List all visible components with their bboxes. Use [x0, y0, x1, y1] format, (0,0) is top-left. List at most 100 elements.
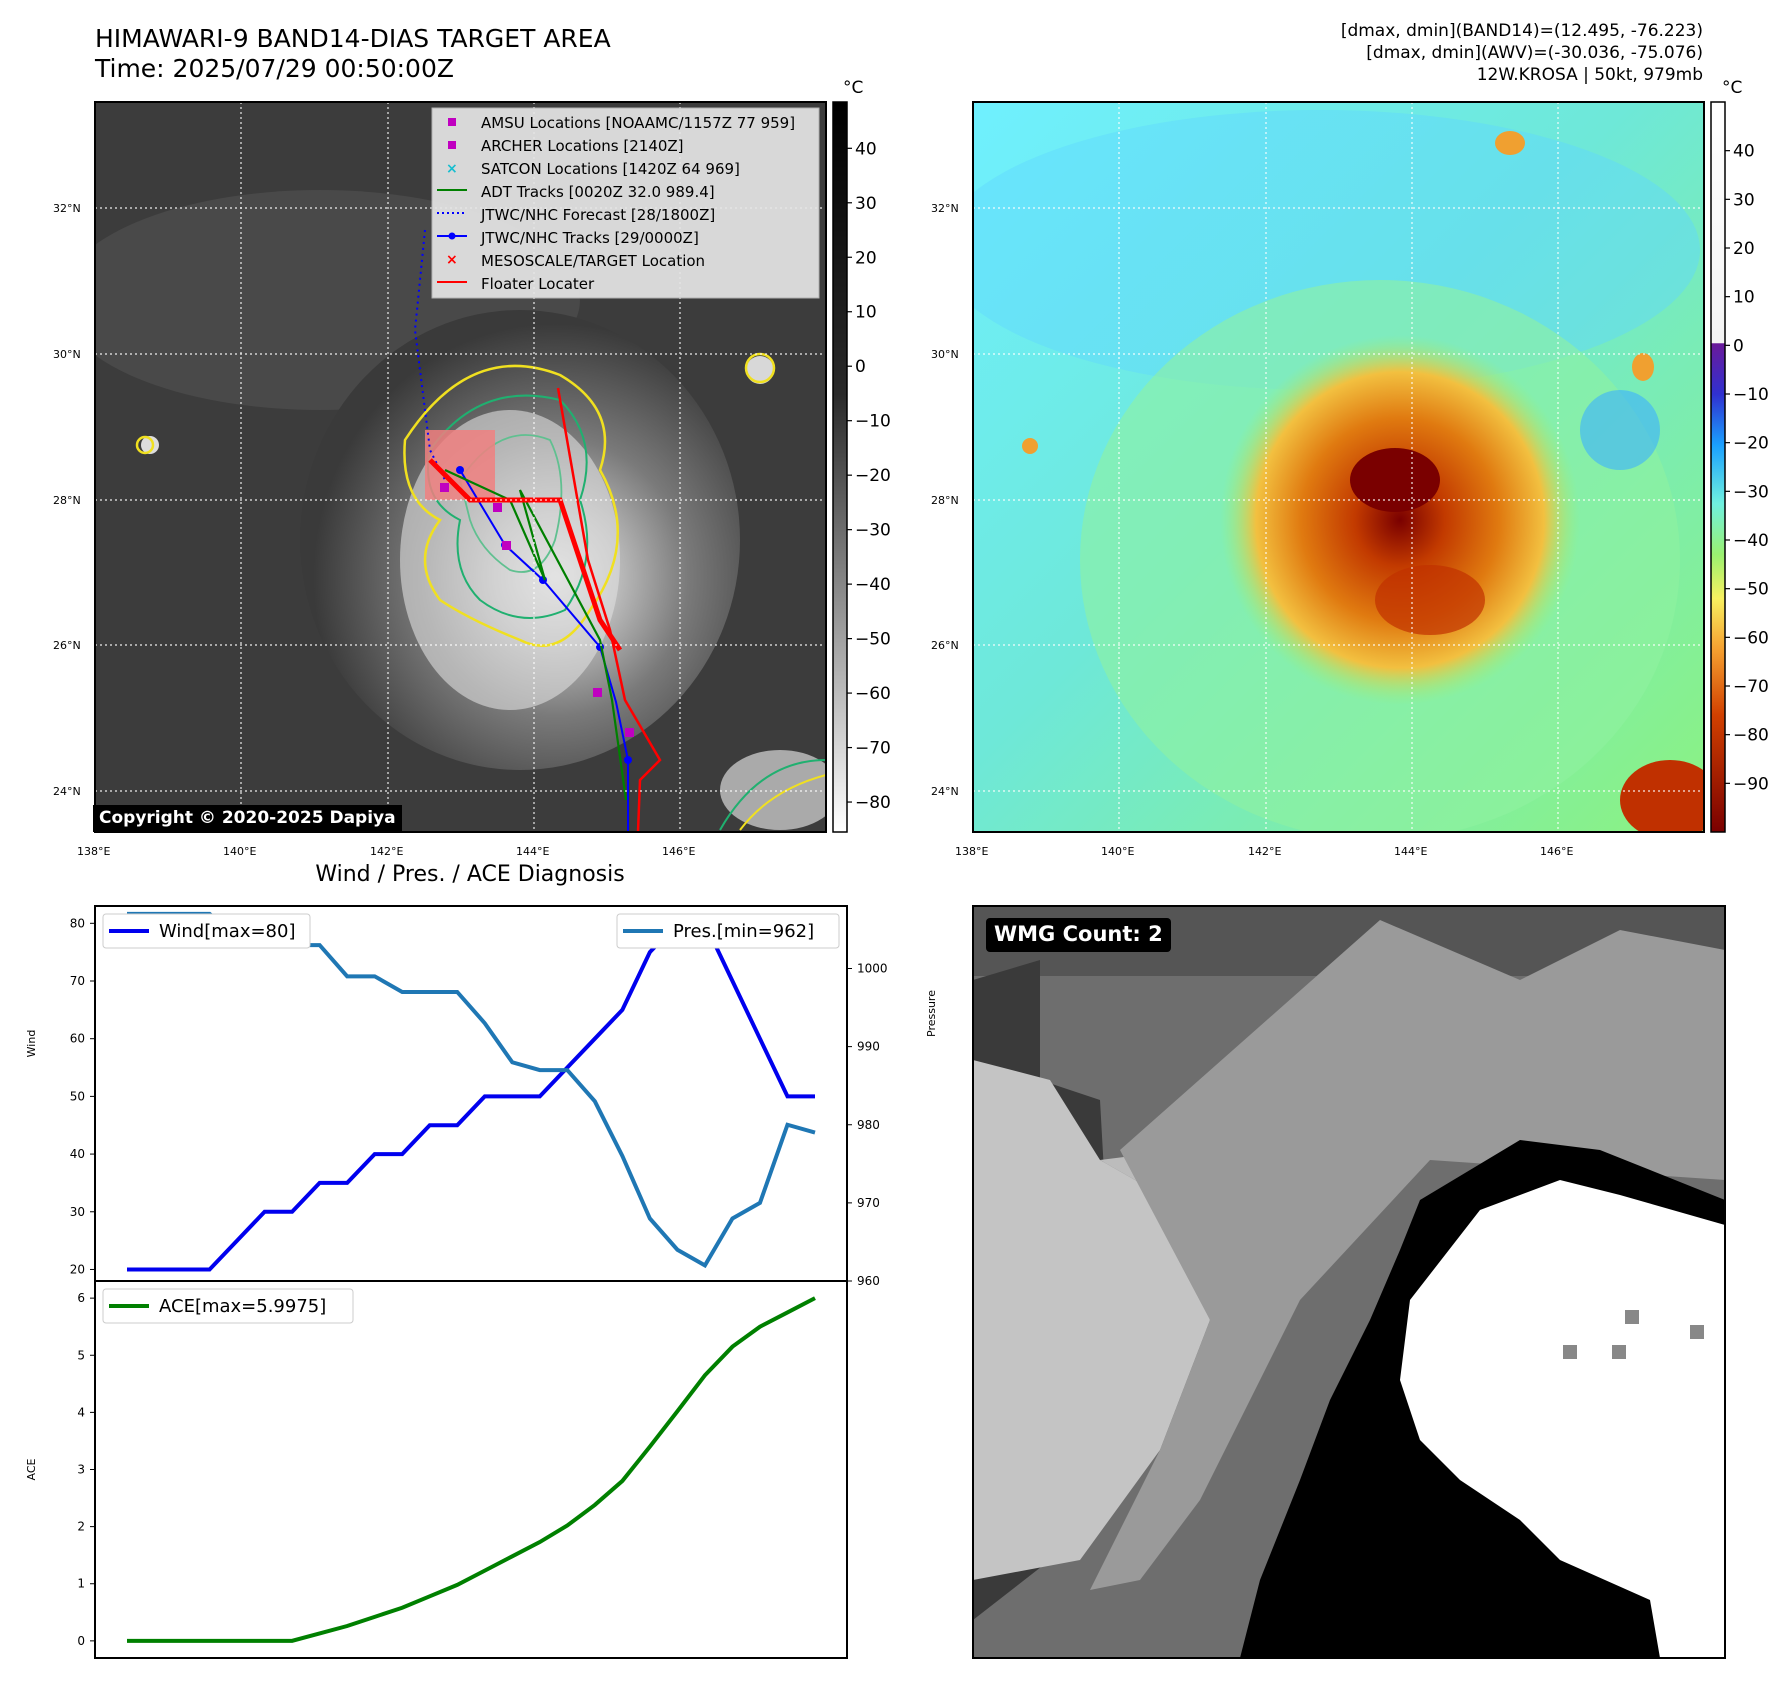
y-tick-label: 0	[77, 1634, 85, 1648]
lat-tick-label: 30°N	[53, 348, 81, 361]
colorbar-tick-label: 0	[855, 357, 866, 377]
colorbar-tick-label: −70	[1733, 677, 1769, 697]
lon-tick-label: 144°E	[1394, 845, 1427, 858]
wmg-panel	[972, 905, 1726, 1659]
left-colorbar-unit: °C	[843, 78, 864, 98]
y-tick-label: 50	[70, 1089, 85, 1103]
lon-tick-label: 146°E	[662, 845, 695, 858]
lon-tick-label: 142°E	[1248, 845, 1281, 858]
colorbar-tick-label: 10	[855, 303, 877, 323]
color-enhanced-map-panel	[973, 102, 1704, 832]
legend-entry: JTWC/NHC Tracks [29/0000Z]	[480, 229, 699, 247]
diagnosis-title: Wind / Pres. / ACE Diagnosis	[315, 862, 625, 887]
colorbar-tick-label: 20	[855, 248, 877, 268]
colorbar-tick-label: −50	[855, 630, 891, 650]
y-tick-label: 3	[77, 1463, 85, 1477]
y-tick-label: 2	[77, 1520, 85, 1534]
lon-tick-label: 138°E	[955, 845, 988, 858]
wind-pressure-chart: 80 70 60 50 40 30 20 1000 990 980 970 960 Pressure Wi…	[25, 905, 938, 1288]
legend-entry: SATCON Locations [1420Z 64 969]	[481, 160, 740, 178]
colorbar-tick-label: 30	[1733, 190, 1755, 210]
meta-line-3: 12W.KROSA | 50kt, 979mb	[1476, 65, 1703, 85]
meta-line-1: [dmax, dmin](BAND14)=(12.495, -76.223)	[1340, 21, 1703, 41]
lat-tick-label: 30°N	[931, 348, 959, 361]
y-tick-label: 6	[77, 1291, 85, 1305]
legend-label: ACE[max=5.9975]	[159, 1296, 326, 1317]
legend-label: Wind[max=80]	[159, 921, 296, 942]
lon-tick-label: 144°E	[516, 845, 549, 858]
colorbar-tick-label: −80	[855, 793, 891, 813]
ace-chart: 6 5 4 3 2 1 0 ACE ACE[max=5.9975]	[25, 1280, 848, 1659]
y-tick-label: 70	[70, 974, 85, 988]
y-tick-label: 30	[70, 1205, 85, 1219]
y-tick-label: 60	[70, 1032, 85, 1046]
lon-tick-label: 146°E	[1540, 845, 1573, 858]
series-line	[127, 1296, 816, 1643]
svg-text:×: ×	[446, 252, 458, 268]
y-right-tick-label: 980	[857, 1118, 880, 1132]
map-legend: × × AMSU Locations [NOAAMC/1157Z 77 959]…	[431, 107, 820, 299]
lat-tick-label: 28°N	[931, 494, 959, 507]
colorbar-tick-label: −70	[855, 739, 891, 759]
y-tick-label: 4	[77, 1405, 85, 1419]
colorbar-tick-label: 40	[1733, 142, 1755, 162]
y-axis-label: Wind	[25, 1030, 38, 1058]
legend-entry: Floater Locater	[481, 275, 595, 293]
colorbar-tick-label: −10	[1733, 385, 1769, 405]
colorbar-tick-label: −60	[1733, 628, 1769, 648]
colorbar-tick-label: 10	[1733, 288, 1755, 308]
lon-tick-label: 140°E	[223, 845, 256, 858]
legend-entry: ADT Tracks [0020Z 32.0 989.4]	[481, 183, 715, 201]
colorbar-tick-label: −90	[1733, 774, 1769, 794]
y-axis-label: ACE	[25, 1458, 38, 1480]
right-colorbar-unit: °C	[1722, 78, 1743, 98]
color-colorbar	[1710, 101, 1726, 833]
y-right-tick-label: 970	[857, 1196, 880, 1210]
colorbar-tick-label: −80	[1733, 726, 1769, 746]
lat-tick-label: 28°N	[53, 494, 81, 507]
title-line-1: HIMAWARI-9 BAND14-DIAS TARGET AREA	[95, 24, 611, 53]
lat-tick-label: 26°N	[53, 639, 81, 652]
lon-tick-label: 138°E	[77, 845, 110, 858]
colorbar-tick-label: −60	[855, 684, 891, 704]
y-tick-label: 1	[77, 1577, 85, 1591]
wmg-count-label: WMG Count: 2	[986, 918, 1171, 952]
lat-tick-label: 24°N	[53, 785, 81, 798]
colorbar-tick-label: −20	[1733, 434, 1769, 454]
svg-text:×: ×	[446, 161, 458, 177]
colorbar-tick-label: 20	[1733, 239, 1755, 259]
y-tick-label: 20	[70, 1262, 85, 1276]
copyright-label: Copyright © 2020-2025 Dapiya	[93, 805, 402, 832]
colorbar-tick-label: −30	[1733, 482, 1769, 502]
ir-colorbar	[832, 101, 848, 833]
y-tick-label: 80	[70, 916, 85, 930]
lat-tick-label: 32°N	[53, 202, 81, 215]
y-tick-label: 5	[77, 1348, 85, 1362]
legend-label: Pres.[min=962]	[673, 921, 814, 942]
legend-entry: ARCHER Locations [2140Z]	[481, 137, 684, 155]
y-right-tick-label: 1000	[857, 962, 888, 976]
colorbar-tick-label: 40	[855, 139, 877, 159]
lon-tick-label: 140°E	[1101, 845, 1134, 858]
meta-line-2: [dmax, dmin](AWV)=(-30.036, -75.076)	[1366, 43, 1703, 63]
title-line-2: Time: 2025/07/29 00:50:00Z	[95, 54, 454, 83]
y-right-axis-label: Pressure	[925, 990, 938, 1037]
lat-tick-label: 32°N	[931, 202, 959, 215]
legend-entry: JTWC/NHC Forecast [28/1800Z]	[480, 206, 715, 224]
figure-title: HIMAWARI-9 BAND14-DIAS TARGET AREA Time:…	[95, 24, 611, 84]
colorbar-tick-label: −50	[1733, 580, 1769, 600]
figure-metadata: [dmax, dmin](BAND14)=(12.495, -76.223) […	[1341, 20, 1703, 86]
legend-entry: MESOSCALE/TARGET Location	[481, 252, 705, 270]
y-right-tick-label: 990	[857, 1040, 880, 1054]
y-right-tick-label: 960	[857, 1274, 880, 1288]
colorbar-tick-label: 0	[1733, 336, 1744, 356]
colorbar-tick-label: −40	[1733, 531, 1769, 551]
colorbar-tick-label: −20	[855, 466, 891, 486]
lon-tick-label: 142°E	[370, 845, 403, 858]
colorbar-tick-label: −10	[855, 412, 891, 432]
floater-track	[556, 387, 662, 832]
colorbar-tick-label: −30	[855, 521, 891, 541]
legend-entry: AMSU Locations [NOAAMC/1157Z 77 959]	[481, 114, 795, 132]
lat-tick-label: 26°N	[931, 639, 959, 652]
